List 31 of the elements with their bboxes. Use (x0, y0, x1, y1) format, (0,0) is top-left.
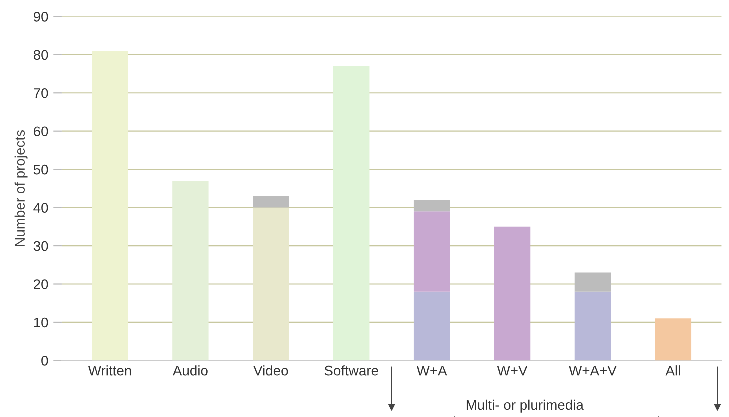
y-axis-title: Number of projects (14, 130, 28, 246)
y-tick-label: 60 (34, 126, 48, 137)
x-tick-label: Audio (172, 366, 208, 376)
bar (414, 292, 450, 361)
y-tick-label: 10 (34, 318, 48, 328)
text: Multi- or plurimedia (466, 400, 584, 413)
bar (253, 196, 290, 208)
x-tick-label: W+A (416, 366, 448, 376)
bar (655, 318, 692, 361)
y-tick-label: 30 (34, 241, 48, 252)
y-tick-label: 70 (34, 88, 48, 98)
bar (574, 272, 612, 292)
bar (334, 66, 370, 361)
x-tick-label: All (666, 366, 680, 376)
y-tick-label: 90 (34, 12, 48, 22)
y-tick-label: 40 (34, 203, 48, 213)
bar (414, 212, 450, 292)
y-tick-label: 20 (34, 280, 48, 290)
x-tick-label: Video (254, 366, 288, 376)
y-tick-label: 0 (42, 356, 48, 366)
x-tick-label: W+V (497, 366, 528, 376)
x-tick-label: Software (324, 366, 378, 376)
bar (574, 292, 612, 361)
bar (92, 51, 128, 361)
x-tick-label: Written (88, 366, 132, 376)
x-tick-label: W+A+V (569, 366, 617, 376)
y-tick-label: 50 (34, 164, 48, 175)
bar (414, 200, 450, 212)
bar (172, 181, 209, 361)
y-tick-label: 80 (34, 50, 48, 60)
bar (253, 208, 290, 361)
